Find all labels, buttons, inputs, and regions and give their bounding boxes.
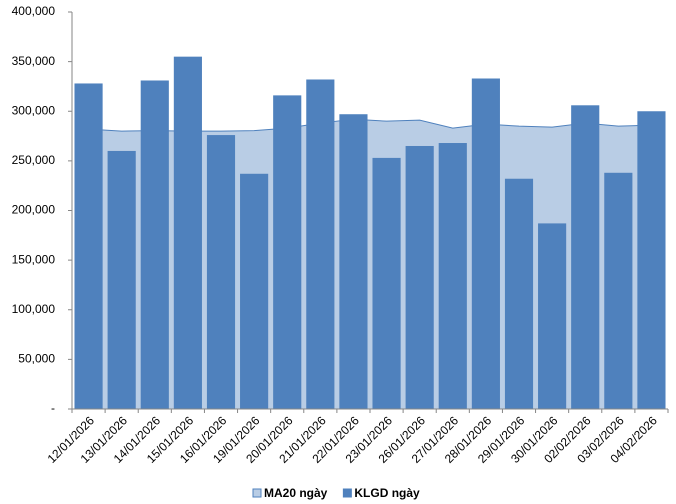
area	[88, 119, 652, 409]
legend-label: MA20 ngày	[264, 486, 328, 500]
bar	[637, 111, 666, 409]
legend: MA20 ngày KLGD ngày	[252, 486, 420, 500]
bar	[240, 173, 269, 409]
y-tick-label: 100,000	[12, 302, 56, 316]
bar	[206, 135, 236, 409]
y-tick-label: 300,000	[12, 103, 56, 117]
y-tick-label: 350,000	[12, 54, 56, 68]
bar	[471, 78, 500, 409]
legend-label: KLGD ngày	[354, 486, 420, 500]
bar	[306, 79, 335, 410]
bar	[107, 150, 136, 409]
bar	[504, 178, 534, 409]
y-tick-label: 200,000	[12, 203, 56, 217]
y-tick-label: 150,000	[12, 252, 56, 266]
bar	[372, 157, 401, 409]
legend-swatch	[252, 488, 262, 498]
bar	[405, 145, 434, 410]
y-tick-label: 400,000	[12, 4, 56, 18]
bar	[604, 172, 633, 409]
y-tick-label: 250,000	[12, 153, 56, 167]
bar	[538, 223, 567, 409]
bar	[173, 56, 202, 409]
bar	[140, 80, 169, 410]
bar	[273, 95, 302, 410]
bar	[74, 83, 103, 410]
bar	[571, 105, 600, 410]
y-tick-label: -	[51, 401, 55, 415]
legend-swatch	[342, 488, 352, 498]
bar	[438, 143, 467, 409]
y-tick-label: 50,000	[18, 352, 55, 366]
bar	[339, 114, 368, 409]
